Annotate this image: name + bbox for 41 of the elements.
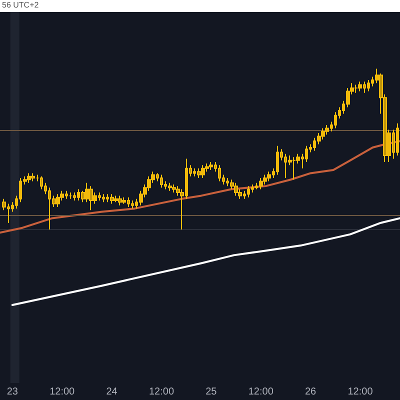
candlestick [110, 194, 114, 204]
candlestick [247, 186, 250, 198]
candlestick [209, 161, 213, 170]
x-tick-label: 12:00 [50, 386, 76, 398]
candlestick [73, 192, 76, 202]
candlestick [40, 176, 43, 190]
x-tick-label: 12:00 [348, 386, 374, 398]
candlestick [276, 145, 279, 176]
x-tick-label: 26 [304, 386, 317, 398]
candlestick [56, 194, 60, 208]
candlestick [131, 200, 134, 210]
candlestick [118, 195, 122, 206]
candlestick [234, 182, 238, 196]
candlestick [27, 172, 31, 184]
candlestick [201, 164, 205, 179]
candlestick [358, 81, 362, 92]
candlestick [292, 156, 296, 180]
candlestick [354, 84, 358, 94]
candlestick [367, 79, 370, 92]
candlestick [168, 182, 172, 192]
candlestick [160, 174, 163, 188]
candlestick [334, 112, 337, 129]
candlestick [267, 171, 271, 182]
candlestick [69, 192, 72, 200]
candlestick [31, 172, 35, 182]
candlestick [172, 184, 176, 193]
candlestick [197, 168, 201, 179]
candlestick [102, 194, 105, 203]
candlestick [259, 178, 263, 190]
candlestick [122, 196, 126, 204]
candlestick [396, 122, 399, 156]
x-tick-label: 23 [6, 386, 18, 398]
x-tick-label: 25 [206, 386, 218, 398]
x-tick-label: 12:00 [248, 386, 274, 398]
text: 56 UTC+2 [2, 0, 40, 10]
candlestick [89, 186, 93, 211]
x-tick-label: 24 [106, 386, 118, 398]
candlestick [218, 164, 221, 182]
candlestick [325, 124, 329, 136]
candlestick [114, 195, 118, 203]
x-tick-label: 12:00 [148, 386, 174, 398]
